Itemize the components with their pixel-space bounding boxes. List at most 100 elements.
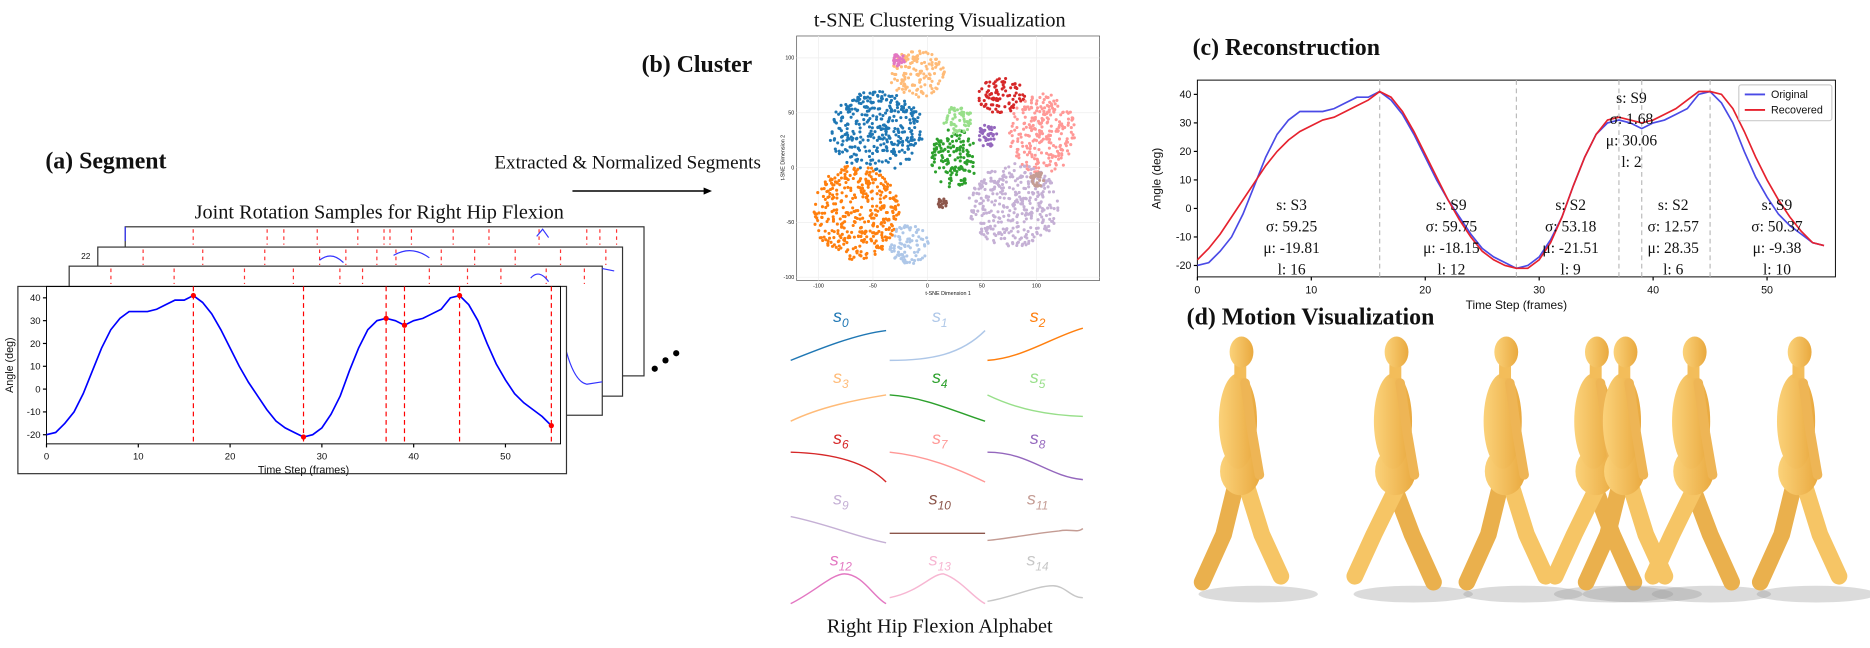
scatter-point [870, 212, 874, 216]
scatter-point [1037, 166, 1041, 170]
scatter-point [843, 175, 847, 179]
scatter-point [860, 113, 864, 117]
scatter-point [982, 233, 986, 237]
symbol-base: s [929, 489, 938, 509]
scatter-point [830, 197, 834, 201]
scatter-point [893, 206, 897, 211]
scatter-point [1058, 145, 1062, 149]
symbol-base: s [1030, 428, 1039, 448]
scatter-point [952, 150, 956, 154]
scatter-point [897, 234, 901, 239]
scatter-point [892, 246, 896, 250]
scatter-point [897, 210, 901, 215]
scatter-point [1024, 233, 1028, 237]
scatter-point [1057, 154, 1061, 158]
scatter-point [892, 59, 896, 63]
scatter-point [1055, 98, 1059, 102]
scatter-point [845, 160, 849, 165]
scatter-point [1029, 119, 1033, 123]
scatter-point [831, 193, 835, 197]
scatter-point [918, 80, 922, 84]
scatter-point [918, 133, 922, 137]
scatter-point [888, 236, 892, 240]
scatter-point [919, 90, 923, 94]
scatter-point [880, 231, 884, 235]
scatter-point [883, 220, 887, 225]
scatter-point [994, 91, 998, 95]
scatter-point [840, 225, 844, 229]
scatter-point [904, 157, 908, 161]
scatter-point [922, 76, 926, 80]
scatter-point [843, 186, 847, 190]
scatter-point [1015, 147, 1019, 151]
scatter-point [816, 191, 820, 195]
scatter-point [978, 231, 982, 235]
boundary-point [548, 422, 554, 429]
annotation: s: S9 [1762, 197, 1793, 214]
scatter-point [875, 225, 879, 229]
scatter-point [922, 72, 926, 76]
scatter-point [875, 146, 879, 150]
scatter-point [1013, 236, 1017, 240]
annotation: σ: 1.68 [1610, 111, 1654, 128]
scatter-point [941, 66, 945, 70]
scatter-point [901, 139, 905, 143]
symbol-curve [790, 329, 887, 362]
scatter-point [1048, 129, 1052, 133]
scatter-point [1066, 117, 1071, 121]
scatter-point [830, 131, 834, 135]
scatter-point [863, 145, 867, 149]
symbol-curve [790, 451, 887, 483]
scatter-point [937, 142, 941, 147]
scatter-point [1049, 206, 1053, 210]
scatter-point [1017, 190, 1021, 195]
scatter-point [865, 235, 869, 239]
symbol-sub: 14 [1035, 559, 1049, 573]
scatter-point [1060, 124, 1064, 128]
scatter-point [895, 103, 899, 107]
scatter-point [1029, 167, 1033, 171]
scatter-point [911, 91, 915, 95]
scatter-point [839, 236, 843, 240]
scatter-point [932, 160, 936, 164]
scatter-point [836, 240, 840, 244]
scatter-point [1065, 140, 1070, 144]
scatter-point [906, 76, 911, 80]
scatter-point [1048, 217, 1052, 221]
scatter-point [1007, 171, 1011, 175]
scatter-point [849, 103, 853, 107]
alphabet-title: Right Hip Flexion Alphabet [827, 615, 1053, 637]
scatter-point [991, 187, 995, 191]
scatter-point [892, 249, 896, 253]
scatter-point [946, 145, 950, 149]
scatter-point [1021, 202, 1025, 206]
symbol-base: s [1030, 367, 1039, 387]
scatter-point [935, 87, 939, 91]
scatter-point [894, 118, 898, 123]
scatter-point [871, 158, 875, 162]
scatter-point [979, 196, 983, 200]
scatter-point [914, 68, 918, 72]
scatter-point [899, 116, 903, 120]
scatter-point [1015, 86, 1019, 91]
scatter-point [1047, 229, 1051, 233]
scatter-point [941, 142, 945, 146]
scatter-point [983, 123, 987, 127]
scatter-point [959, 155, 963, 159]
scatter-point [998, 216, 1002, 220]
scatter-point [813, 222, 817, 226]
scatter-point [849, 211, 853, 215]
scatter-point [879, 99, 883, 103]
scatter-point [890, 71, 894, 76]
scatter-point [845, 138, 849, 142]
scatter-point [916, 116, 920, 120]
scatter-point [856, 209, 860, 213]
scatter-point [912, 138, 916, 142]
scatter-point [831, 215, 835, 219]
scatter-point [1024, 243, 1028, 247]
scatter-point [962, 177, 966, 181]
scatter-point [885, 185, 889, 189]
scatter-point [925, 236, 929, 240]
scatter-point [842, 238, 846, 242]
scatter-point [1000, 210, 1005, 214]
